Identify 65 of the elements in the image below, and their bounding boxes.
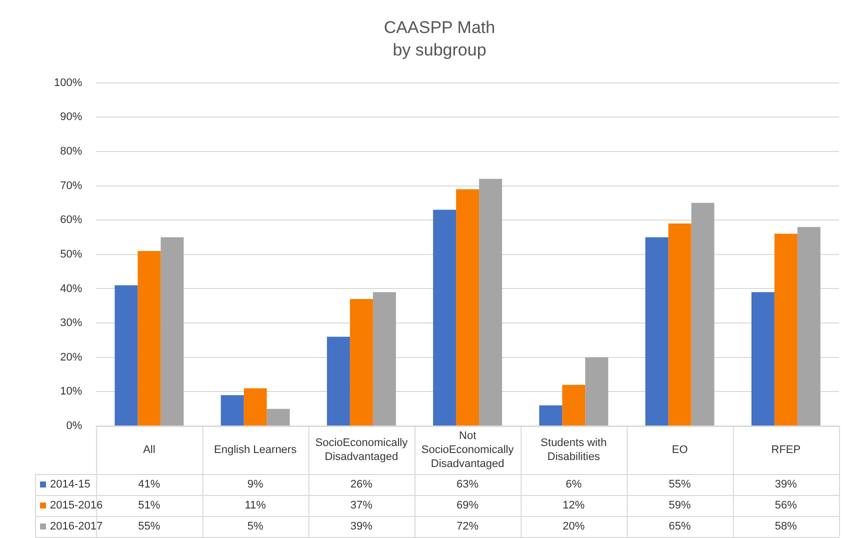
data-label: 26%	[350, 478, 373, 491]
y-tick-label: 70%	[60, 180, 82, 192]
legend-label: 2015-2016	[50, 500, 103, 512]
bar	[691, 202, 714, 426]
legend-label: 2014-15	[50, 478, 90, 491]
bar	[138, 250, 161, 426]
data-label: 55%	[668, 478, 692, 491]
data-label: 72%	[456, 520, 479, 533]
data-label: 58%	[774, 520, 798, 533]
data-label: 11%	[244, 500, 266, 512]
data-label: 55%	[138, 520, 160, 533]
y-tick-label: 100%	[54, 76, 82, 89]
bar	[645, 237, 668, 426]
data-label: 51%	[138, 500, 160, 512]
y-tick-label: 10%	[60, 386, 82, 398]
bar	[668, 224, 692, 426]
bar	[456, 189, 480, 426]
bar	[372, 292, 396, 426]
data-label: 65%	[668, 520, 692, 533]
data-label: 59%	[668, 500, 692, 512]
data-label: 69%	[456, 500, 479, 512]
bar	[479, 178, 502, 426]
data-label: 5%	[247, 520, 264, 533]
x-tick-label: English Learners	[214, 444, 298, 456]
bar	[562, 384, 586, 426]
bar	[160, 237, 184, 426]
x-tick-label: SocioEconomically Disadvantaged	[315, 437, 408, 464]
legend-label: 2016-2017	[50, 520, 103, 533]
y-tick-label: 40%	[60, 282, 82, 295]
y-tick-label: 80%	[60, 145, 82, 158]
bar	[433, 210, 456, 426]
x-tick-label: RFEP	[771, 444, 801, 456]
data-label: 39%	[774, 478, 798, 491]
data-label: 39%	[350, 520, 373, 533]
data-label: 12%	[562, 500, 585, 512]
data-label: 56%	[774, 500, 798, 512]
y-tick-label: 60%	[60, 214, 82, 226]
bar	[751, 292, 774, 426]
bar	[539, 405, 562, 426]
bar	[350, 299, 373, 426]
bar	[266, 408, 290, 426]
bar	[220, 395, 244, 426]
y-tick-label: 20%	[60, 351, 82, 364]
data-label: 9%	[247, 478, 264, 491]
data-label: 41%	[138, 478, 160, 491]
x-tick-label: All	[143, 444, 156, 456]
bar	[585, 357, 608, 426]
x-tick-label: Students with Disabilities	[540, 437, 607, 464]
y-tick-label: 50%	[60, 248, 82, 260]
data-label: 63%	[456, 478, 479, 491]
bar	[797, 226, 820, 426]
y-tick-label: 90%	[60, 111, 82, 124]
y-tick-label: 30%	[60, 317, 82, 330]
data-label: 6%	[566, 478, 582, 491]
data-label: 20%	[562, 520, 585, 533]
bar	[774, 234, 798, 426]
y-tick-label: 0%	[66, 420, 82, 432]
x-tick-label: Not SocioEconomically Disadvantaged	[421, 430, 514, 470]
chart-subtitle: by subgroup	[392, 40, 486, 60]
bar	[326, 336, 350, 426]
x-tick-label: EO	[672, 444, 688, 456]
bar	[244, 388, 267, 426]
bar	[114, 285, 138, 426]
chart-title: CAASPP Math	[384, 18, 496, 37]
data-label: 37%	[350, 500, 373, 512]
